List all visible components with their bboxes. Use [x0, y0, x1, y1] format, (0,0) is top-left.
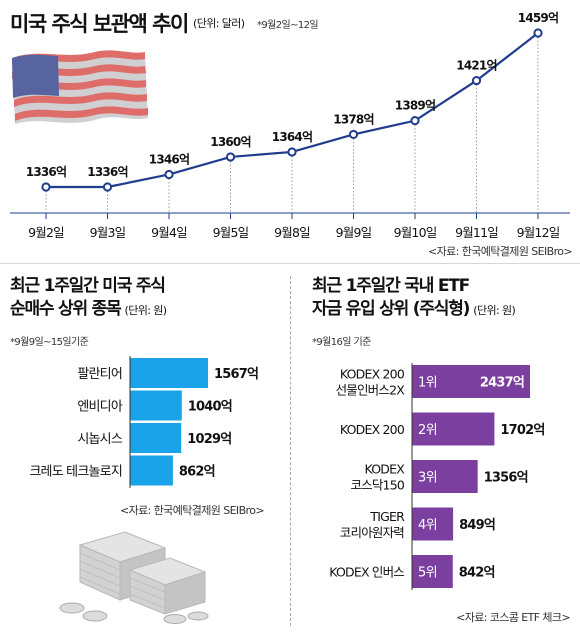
top-chart-source: <자료: 한국예탁결제원 SEIBro> — [428, 245, 573, 258]
category-label: 코스닥150 — [350, 478, 404, 493]
data-label: 1346억 — [149, 152, 189, 166]
data-point — [164, 169, 174, 180]
top-chart-title: 미국 주식 보관액 추이 — [10, 12, 189, 36]
data-label: 1389억 — [395, 99, 435, 113]
data-point — [225, 152, 236, 162]
data-label: 842억 — [459, 566, 495, 581]
data-label: 1567억 — [214, 367, 258, 382]
data-point — [471, 75, 482, 86]
category-label: 시놉시스 — [77, 432, 122, 447]
data-point — [102, 182, 113, 192]
left-chart-title-line2: 순매수 상위 종목 — [10, 299, 122, 319]
data-label: 1364억 — [272, 130, 312, 144]
data-label: 1459억 — [518, 11, 558, 25]
data-label: 2437억 — [480, 376, 524, 391]
data-label: 1029억 — [187, 432, 231, 447]
category-label: KODEX 200 — [340, 422, 405, 437]
x-tick-label: 9월2일 — [28, 225, 64, 240]
data-point — [287, 147, 297, 157]
bar — [130, 455, 173, 486]
x-tick-label: 9월11일 — [455, 225, 498, 240]
left-chart-unit: (단위: 원) — [124, 304, 168, 317]
category-label: KODEX — [365, 462, 406, 477]
category-label: TIGER — [369, 509, 405, 524]
data-label: 1360억 — [210, 135, 250, 149]
bar — [130, 390, 182, 421]
bar — [412, 460, 478, 493]
left-chart-source: <자료: 한국예탁결제원 SEIBro> — [120, 504, 265, 517]
right-chart-title-line2: 자금 유입 상위 (주식형) — [312, 299, 470, 319]
data-label: 1336억 — [87, 165, 127, 179]
us-flag-illustration — [12, 50, 148, 124]
right-chart-title-line1: 최근 1주일간 국내 ETF — [312, 276, 470, 296]
bar — [412, 365, 530, 398]
category-label: 팔란티어 — [77, 367, 122, 382]
line-chart: 1336억 9월2일 1336억 9월3일 1346억 9월4일 1360억 9월5일 1364… — [10, 11, 570, 240]
category-label: 선물인버스2X — [336, 383, 406, 398]
bar — [130, 358, 208, 388]
bar — [412, 555, 453, 588]
vertical-divider — [290, 276, 292, 626]
right-chart-source: <자료: 코스콤 ETF 체크> — [456, 611, 570, 624]
category-label: KODEX 200 — [340, 367, 405, 382]
x-tick-label: 9월5일 — [213, 225, 249, 240]
left-chart-title: 최근 1주일간 미국 주식 순매수 상위 종목 (단위: 원) — [10, 275, 168, 322]
x-tick-label: 9월8일 — [274, 225, 310, 240]
right-chart-note: *9월16일 기준 — [312, 337, 371, 348]
x-tick-label: 9월12일 — [517, 225, 560, 240]
rank-label: 2위 — [418, 423, 437, 438]
horizontal-divider — [0, 263, 580, 264]
data-point — [348, 129, 359, 140]
left-chart-title-line1: 최근 1주일간 미국 주식 — [10, 276, 166, 296]
category-label: 크레도 테크놀로지 — [29, 465, 122, 480]
x-tick-label: 9월3일 — [90, 225, 126, 240]
rank-label: 5위 — [418, 566, 437, 581]
data-label: 1040억 — [188, 400, 232, 415]
x-tick-label: 9월9일 — [336, 225, 372, 240]
data-label: 1336억 — [26, 165, 66, 179]
x-tick-label: 9월10일 — [394, 225, 437, 240]
top-chart-unit: (단위: 달러) — [193, 17, 245, 30]
bar — [412, 412, 495, 446]
category-label: 엔비디아 — [77, 400, 122, 415]
category-label: 코리아원자력 — [340, 525, 404, 540]
data-point — [533, 28, 543, 38]
data-point — [41, 182, 51, 192]
data-label: 1421억 — [456, 59, 496, 73]
data-label: 1356억 — [484, 471, 528, 486]
left-chart-note: *9월9일~15일기준 — [10, 337, 89, 348]
money-stack-illustration — [59, 531, 209, 624]
bar — [130, 423, 182, 453]
data-point — [410, 116, 420, 126]
category-label: KODEX 인버스 — [329, 565, 404, 580]
data-label: 1702억 — [500, 423, 544, 438]
rank-label: 1위 — [418, 376, 437, 391]
right-chart-unit: (단위: 원) — [473, 304, 516, 317]
bar — [412, 507, 454, 541]
data-label: 1378억 — [333, 112, 373, 126]
data-label: 849억 — [459, 518, 495, 533]
rank-label: 3위 — [418, 471, 437, 486]
x-tick-label: 9월4일 — [151, 225, 187, 240]
right-chart-title: 최근 1주일간 국내 ETF 자금 유입 상위 (주식형) (단위: 원) — [312, 275, 516, 322]
rank-label: 4위 — [418, 518, 437, 533]
top-chart-note: *9월2일~12일 — [257, 20, 319, 31]
data-label: 862억 — [179, 465, 215, 480]
